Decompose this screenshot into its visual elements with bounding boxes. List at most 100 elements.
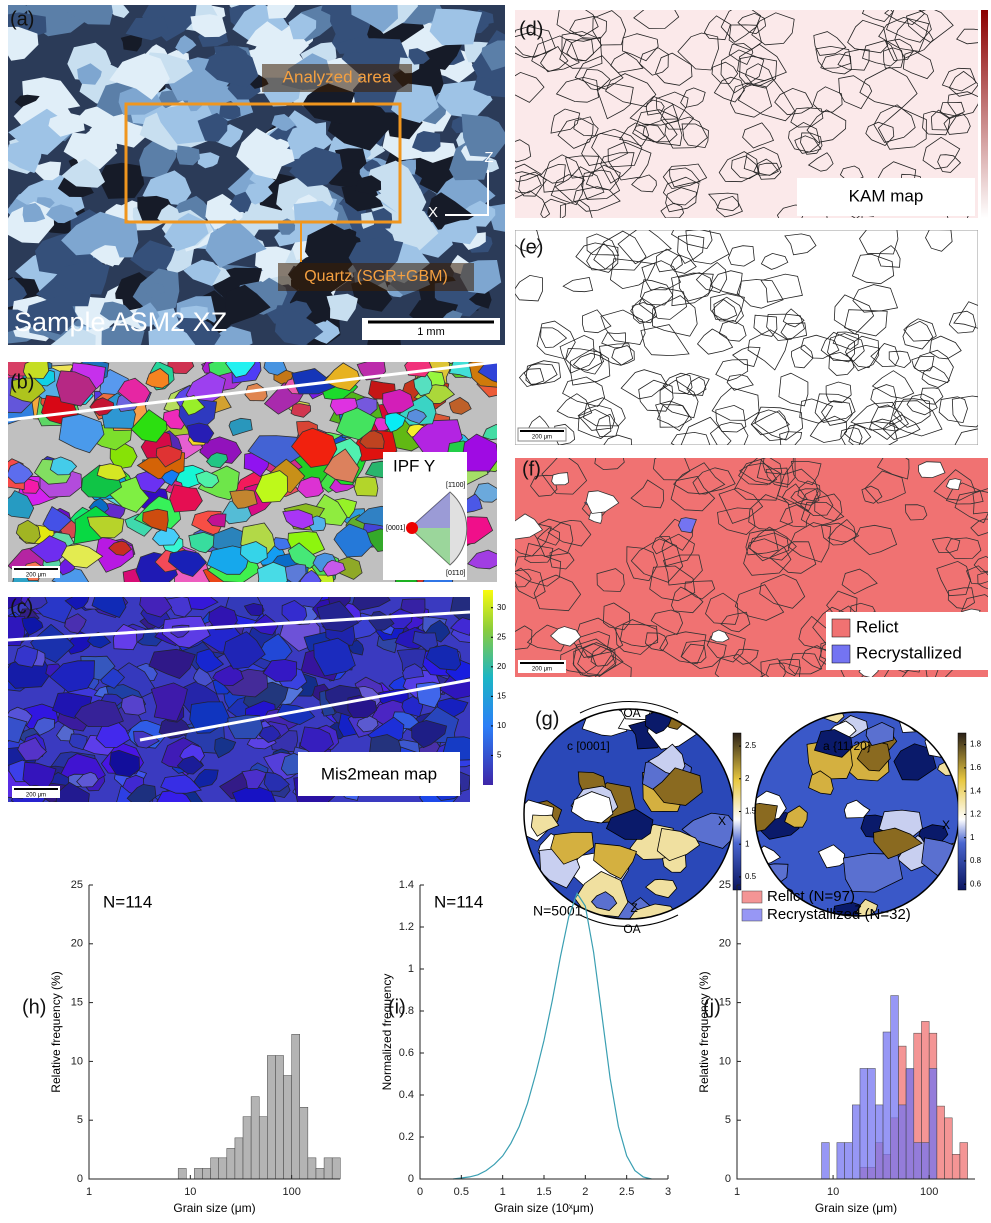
grain — [784, 805, 808, 828]
grain — [675, 372, 710, 396]
grain — [355, 175, 382, 194]
grain — [943, 112, 971, 135]
x-tick-label: 2.5 — [619, 1186, 634, 1198]
grain — [680, 643, 707, 664]
grain — [729, 82, 773, 118]
grain — [481, 40, 505, 71]
grain — [638, 286, 688, 320]
grain — [183, 259, 221, 287]
annotation: N=114 — [103, 892, 152, 911]
grain — [695, 261, 728, 294]
y-tick-label: 1.4 — [399, 879, 414, 891]
y-tick-label: 20 — [71, 938, 83, 950]
grain — [756, 458, 796, 486]
bar — [315, 1168, 325, 1180]
grain — [550, 174, 584, 206]
grain — [101, 322, 145, 345]
grain — [630, 479, 665, 509]
grain — [953, 301, 978, 329]
grain — [820, 331, 855, 363]
axes-indicator — [445, 170, 489, 216]
grain — [148, 648, 196, 679]
grain — [595, 413, 620, 438]
bar — [921, 1142, 930, 1180]
grain — [197, 152, 220, 169]
grain — [554, 166, 605, 203]
ipf-pole: [0001] — [386, 525, 406, 532]
grain — [755, 802, 778, 835]
panel-label: (e) — [519, 236, 543, 258]
bar — [913, 1142, 922, 1180]
grain — [139, 597, 173, 618]
x-tick-label: 1.5 — [536, 1186, 551, 1198]
grain — [742, 122, 775, 149]
map-name: KAM map — [849, 186, 924, 205]
y-axis-label: Relative frequency (%) — [697, 971, 711, 1092]
grain — [85, 215, 139, 258]
grain — [120, 694, 147, 716]
legend-swatch — [831, 618, 851, 638]
grain — [99, 301, 135, 321]
bar — [836, 1142, 845, 1180]
grain — [843, 799, 871, 819]
grain — [715, 195, 743, 218]
grain — [564, 155, 600, 179]
grain — [678, 272, 714, 302]
grain — [760, 273, 803, 303]
panel-label: (f) — [522, 458, 541, 480]
y-tick-label: 0 — [77, 1173, 83, 1185]
x-tick-label: 0.5 — [454, 1186, 469, 1198]
grain — [130, 409, 168, 443]
grain — [630, 297, 656, 324]
x-tick-label: 0 — [417, 1186, 423, 1198]
grain — [157, 204, 180, 224]
grain — [58, 413, 105, 454]
grain — [65, 5, 113, 25]
grain — [709, 422, 749, 445]
grain — [642, 118, 678, 143]
scale-label: 1 mm — [417, 326, 445, 338]
analyzed-box — [124, 102, 402, 224]
grain — [782, 308, 805, 328]
grain — [814, 393, 856, 423]
grain — [696, 328, 734, 355]
grain — [515, 190, 551, 218]
grain — [681, 123, 709, 149]
grain — [482, 423, 497, 441]
panel-label: (d) — [519, 18, 543, 40]
grain — [965, 565, 988, 585]
colorbar — [957, 732, 967, 891]
grain — [186, 422, 215, 444]
grain — [562, 277, 594, 293]
grain — [821, 400, 853, 426]
grain — [582, 309, 612, 334]
grain — [467, 549, 497, 570]
grain — [225, 362, 256, 378]
grain — [592, 10, 627, 46]
bar — [331, 1157, 341, 1180]
grain — [75, 106, 109, 131]
y-axis-label: Relative frequency (%) — [49, 971, 63, 1092]
grain — [236, 128, 285, 180]
grain — [747, 329, 789, 371]
grain — [107, 5, 130, 18]
grain — [539, 163, 566, 184]
ipf-shade — [410, 528, 450, 565]
grain — [734, 584, 785, 621]
grain — [922, 136, 961, 170]
grain — [577, 630, 611, 659]
grain — [794, 135, 822, 154]
grain — [515, 274, 544, 302]
grain — [556, 10, 599, 37]
colorbar-tick-label: 1.4 — [970, 786, 982, 795]
grain — [680, 87, 706, 108]
grain — [547, 519, 592, 547]
grain — [76, 771, 99, 788]
grain — [619, 623, 659, 648]
grain — [412, 131, 441, 152]
grain — [515, 163, 542, 183]
pf-axis: OA — [623, 706, 640, 720]
grain — [617, 230, 672, 265]
grain — [573, 116, 599, 137]
grain — [931, 536, 961, 553]
